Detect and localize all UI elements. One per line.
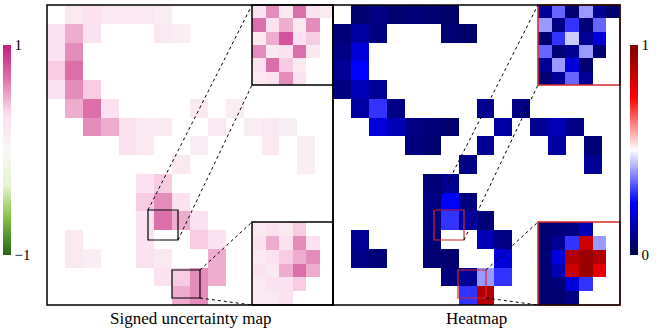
svg-text:1: 1 — [642, 37, 650, 53]
svg-text:Signed uncertainty map: Signed uncertainty map — [110, 309, 271, 328]
svg-text:0: 0 — [642, 247, 650, 263]
svg-text:1: 1 — [15, 37, 23, 53]
svg-text:Heatmap: Heatmap — [446, 309, 507, 328]
svg-text:−1: −1 — [15, 247, 31, 263]
